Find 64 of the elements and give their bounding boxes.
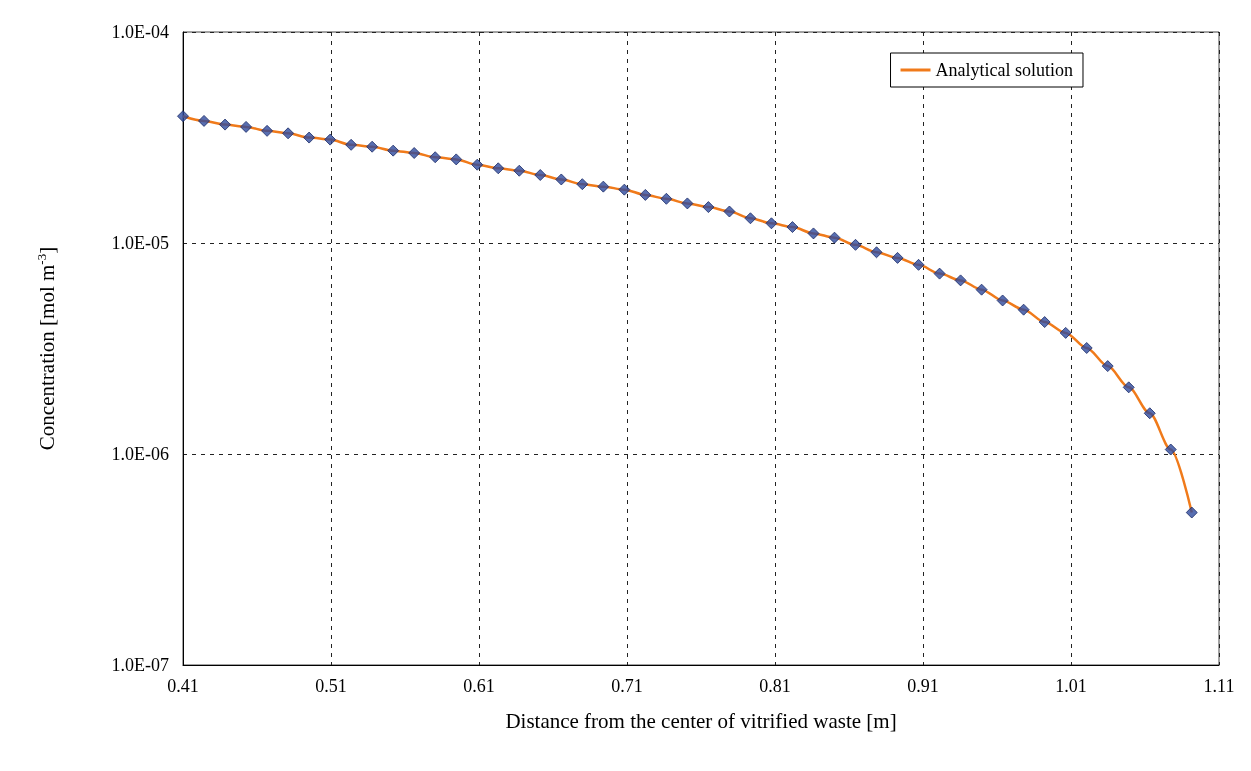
point — [1017, 303, 1030, 316]
point — [282, 127, 295, 140]
point — [366, 140, 379, 153]
x-tick-label: 0.61 — [463, 676, 495, 696]
point — [555, 173, 568, 186]
point — [1038, 316, 1051, 329]
point — [996, 294, 1009, 307]
point — [681, 197, 694, 210]
x-tick-label: 1.11 — [1203, 676, 1235, 696]
point — [450, 153, 463, 166]
point — [177, 110, 189, 123]
point — [513, 164, 526, 177]
point — [1122, 381, 1135, 394]
point — [1185, 506, 1198, 519]
point — [261, 124, 274, 137]
point — [303, 131, 316, 144]
point — [1080, 341, 1093, 354]
x-tick-label: 0.91 — [907, 676, 939, 696]
x-tick-label: 0.71 — [611, 676, 643, 696]
point — [891, 251, 904, 264]
point — [471, 158, 484, 171]
x-axis-title: Distance from the center of vitrified waste [m] — [505, 708, 897, 733]
point — [870, 246, 883, 259]
point — [1101, 360, 1114, 373]
legend-label: Analytical solution — [935, 60, 1074, 80]
x-tick-label: 0.51 — [315, 676, 347, 696]
point — [933, 267, 946, 280]
y-tick-label: 1.0E-05 — [111, 233, 169, 253]
point — [639, 188, 652, 201]
y-tick-label: 1.0E-06 — [111, 444, 169, 464]
point — [912, 258, 925, 271]
x-tick-label: 0.81 — [759, 676, 791, 696]
point — [975, 283, 988, 296]
point — [849, 238, 862, 251]
point — [765, 217, 778, 230]
point — [744, 212, 757, 225]
point — [492, 162, 505, 175]
point — [408, 147, 421, 160]
point — [324, 133, 337, 146]
point — [618, 183, 631, 196]
point — [660, 192, 673, 205]
point — [807, 227, 820, 240]
point — [345, 138, 358, 151]
point — [576, 178, 589, 191]
point — [198, 114, 211, 127]
point — [429, 151, 442, 164]
x-tick-label: 1.01 — [1055, 676, 1087, 696]
point — [534, 169, 547, 182]
point — [1059, 326, 1072, 339]
point — [954, 274, 967, 287]
point — [1164, 443, 1177, 456]
point — [387, 144, 400, 157]
point — [219, 118, 232, 131]
y-tick-label: 1.0E-07 — [111, 655, 169, 675]
point — [828, 231, 841, 244]
point — [723, 205, 736, 218]
point — [240, 120, 253, 133]
x-tick-label: 0.41 — [167, 676, 199, 696]
point — [1143, 407, 1156, 420]
point — [597, 180, 610, 193]
point — [702, 201, 715, 214]
y-axis-title: Concentration [mol m-3] — [34, 246, 59, 451]
point — [786, 221, 799, 234]
y-tick-label: 1.0E-04 — [111, 22, 169, 42]
